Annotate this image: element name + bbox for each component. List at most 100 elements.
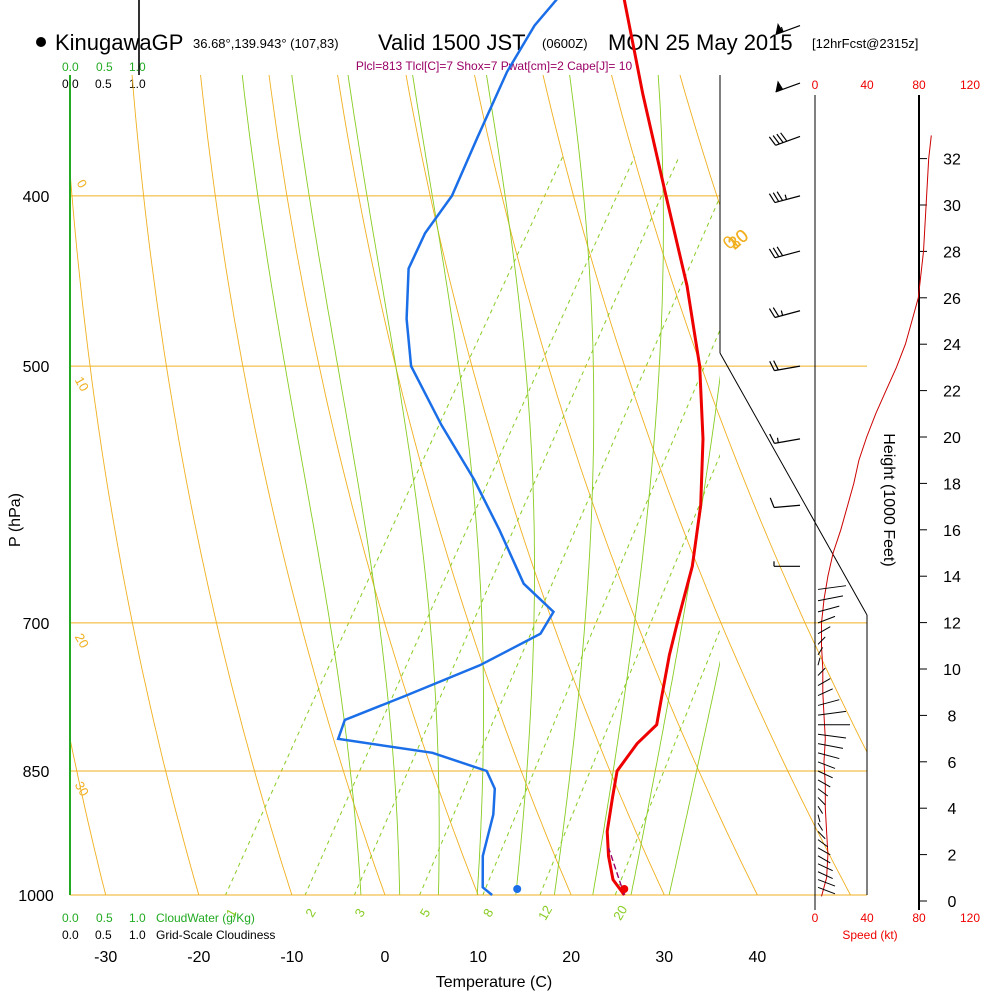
low-level-wind-stick [817,814,821,823]
cloudiness-bottom-1: 0.5 [95,928,112,942]
low-level-wind-stick [817,855,831,864]
speed-top-80: 80 [912,78,926,92]
low-level-wind-stick [817,822,824,831]
low-level-wind-stick [817,879,836,887]
moist-adiabat-line [553,75,595,895]
wind-barb-feather [769,433,775,444]
wind-barb-half-feather [784,194,788,200]
low-level-wind-stick [817,797,826,806]
cloudwater-bottom-2: 1.0 [129,911,146,925]
forecast-info: [12hrFcst@2315z] [812,36,918,51]
bottom-legend: 0.0 0.5 1.0 CloudWater (g/Kg) 0.0 0.5 1.… [62,911,980,942]
x-tick-label: -30 [94,949,117,966]
dry-adiabat-line [490,75,867,895]
speed-top-0: 0 [812,78,819,92]
y-axis-title: P (hPa) [7,493,24,547]
low-level-wind-stick [817,788,829,797]
wind-barb-staff [774,504,801,509]
surface-dewpoint-marker [513,885,522,893]
wind-barb-flag [775,80,784,92]
low-level-wind-stick [817,761,836,769]
frame-diagonal [719,352,868,616]
pressure-tick-label: 400 [23,189,50,206]
dry-adiabat-line [676,75,867,895]
wind-barb-feather [776,246,784,257]
low-level-wind-stick [817,626,831,635]
low-level-wind-stick [817,595,844,602]
moist-adiabat-line [630,374,720,895]
mixing-ratio-line [614,628,720,895]
dry-adiabat-line [0,0,21,932]
low-level-wind-stick [817,647,824,656]
speed-top-120: 120 [960,78,980,92]
dry-adiabat-line [366,75,683,895]
valid-zulu: (0600Z) [542,36,588,51]
wind-barb-staff [775,82,801,93]
wind-barb [768,132,801,146]
low-level-wind-stick [817,805,824,814]
sounding-profiles [336,0,705,896]
mixing-ratio-label: 8 [480,906,497,920]
x-tick-label: 30 [655,949,673,966]
wind-speed-line [821,135,932,897]
wind-barb-feather [776,191,784,201]
cloudwater-bottom-1: 0.5 [96,911,113,925]
wind-barb-staff [774,310,801,319]
station-coords: 36.68°,139.943° (107,83) [193,36,339,51]
height-tick-label: 28 [943,244,961,261]
wind-barb-feather [769,497,775,508]
low-level-wind-stick [817,752,840,760]
height-tick-label: 32 [943,152,961,169]
mixing-ratio-label: 2 [302,906,319,920]
pressure-tick-label: 1000 [18,888,54,905]
low-level-wind-stick [817,710,847,716]
wind-barb-feather [768,136,777,146]
wind-barbs [768,23,850,895]
dry-adiabat-line [70,75,211,895]
wind-barb [769,433,801,444]
valid-time: Valid 1500 JST [378,30,526,55]
height-tick-label: 24 [943,337,961,354]
wind-barb-feather [772,247,780,258]
speed-bottom-80: 80 [912,911,926,925]
low-level-wind-stick [817,605,840,613]
surface-temp-marker [620,885,629,893]
cloudiness-bottom-0: 0.0 [62,928,79,942]
moist-adiabat-line [241,75,362,895]
dry-adiabat-line [70,75,116,895]
isotherm-label: 20 [72,631,92,651]
dry-adiabat-line [180,75,399,895]
cloudwater-top-1: 0.5 [96,60,113,74]
height-tick-label: 0 [948,894,957,911]
dry-adiabat-line [552,75,867,895]
stability-info-line: Plcl=813 Tlcl[C]=7 Shox=7 Pwat[cm]=2 Cap… [356,59,633,73]
wind-barb-feather [772,192,780,202]
isotherm-label: 30 [72,779,92,799]
wind-barb-feather [776,133,784,143]
top-right-speed-legend: 0 40 80 120 [812,78,981,92]
wind-barb [773,561,800,567]
wind-barb-feather [772,307,780,317]
wind-barb [768,307,801,319]
dry-adiabat-line [738,75,867,895]
dry-adiabat-line [242,75,494,895]
mixing-ratio-line [419,195,720,895]
low-level-wind-stick [817,839,829,848]
x-tick-label: -10 [280,949,303,966]
speed-label: Speed (kt) [842,928,897,942]
low-level-wind-stick [817,615,836,624]
wind-barb [775,23,801,36]
dry-adiabat-line [119,75,305,895]
low-level-wind-stick [817,886,836,895]
mixing-ratio-line [353,156,680,895]
pressure-tick-label: 700 [23,616,50,633]
height-tick-label: 6 [948,755,957,772]
height-tick-label: 4 [948,801,957,818]
height-tick-label: 20 [943,430,961,447]
height-tick-label: 26 [943,291,961,308]
height-tick-label: 12 [943,616,961,633]
x-axis-title: Temperature (C) [436,974,552,991]
wind-barb-staff [774,250,801,259]
moist-adiabat-line [291,75,401,895]
low-level-wind-stick [817,743,844,749]
